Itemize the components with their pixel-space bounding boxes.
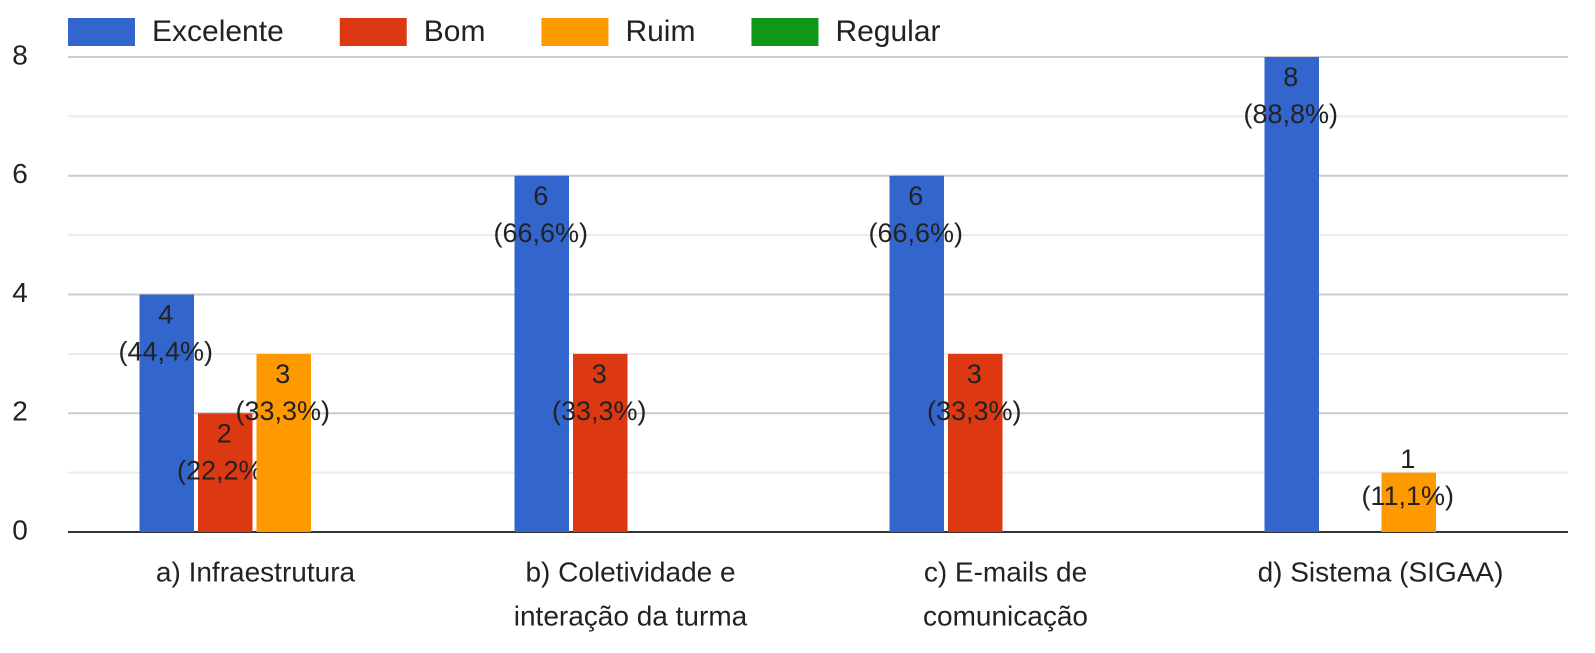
y-tick-label: 0 [12, 514, 28, 545]
legend-label: Ruim [625, 15, 695, 48]
legend-swatch [339, 18, 407, 46]
data-label: (44,4%) [118, 337, 213, 367]
data-label: (88,8%) [1243, 99, 1338, 129]
bar [256, 353, 311, 532]
x-tick-label: a) Infraestrutura [156, 556, 356, 587]
y-tick-label: 6 [12, 158, 28, 189]
y-tick-label: 4 [12, 277, 28, 308]
x-tick-label: b) Coletividade e [525, 556, 735, 587]
legend-label: Regular [835, 15, 940, 48]
bar [573, 353, 628, 532]
data-label: (33,3%) [235, 396, 330, 426]
data-label: (33,3%) [552, 396, 647, 426]
data-label: (11,1%) [1361, 481, 1454, 511]
data-label: 6 [908, 181, 923, 211]
legend-swatch [751, 18, 819, 46]
data-label: 3 [967, 359, 982, 389]
x-tick-label: d) Sistema (SIGAA) [1258, 556, 1504, 587]
data-label: (22,2%) [177, 455, 272, 485]
bar [514, 175, 569, 532]
x-tick-label: comunicação [923, 600, 1088, 631]
data-label: 1 [1400, 444, 1415, 474]
data-label: (66,6%) [493, 218, 588, 248]
x-tick-label: c) E-mails de [924, 556, 1087, 587]
x-tick-label: interação da turma [514, 600, 748, 631]
y-tick-label: 8 [12, 39, 28, 70]
data-label: 3 [592, 359, 607, 389]
bar [948, 353, 1003, 532]
data-label: 3 [275, 359, 290, 389]
bar [1381, 472, 1436, 532]
bar [1264, 57, 1319, 532]
y-tick-label: 2 [12, 396, 28, 427]
legend-label: Bom [424, 15, 486, 48]
data-label: 6 [533, 181, 548, 211]
bar [139, 294, 194, 532]
legend-swatch [541, 18, 609, 46]
data-label: 2 [217, 418, 232, 448]
legend-swatch [68, 18, 135, 46]
data-label: 8 [1283, 62, 1298, 92]
data-label: 4 [158, 300, 173, 330]
bar [198, 413, 253, 532]
data-label: (33,3%) [927, 396, 1022, 426]
data-label: (66,6%) [868, 218, 963, 248]
legend-label: Excelente [152, 15, 284, 48]
bar [889, 175, 944, 532]
